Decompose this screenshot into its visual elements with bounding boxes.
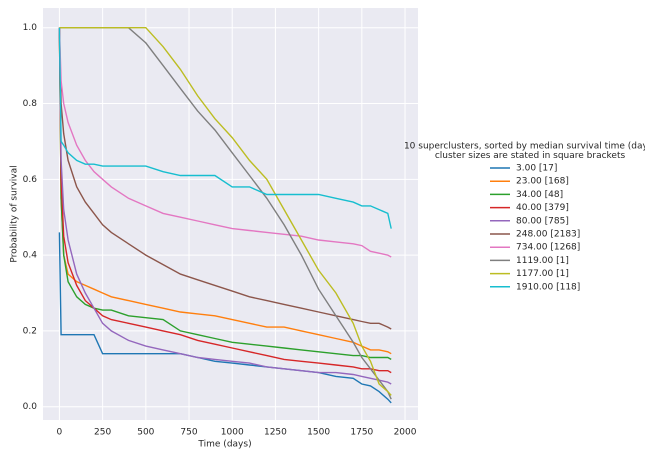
legend-label: 1119.00 [1] — [516, 256, 569, 266]
y-tick-label: 0.6 — [23, 175, 38, 185]
survival-line — [58, 27, 392, 258]
x-tick-label: 250 — [94, 428, 111, 438]
y-tick-label: 0.2 — [23, 326, 37, 336]
survival-line — [58, 232, 392, 404]
legend-label: 248.00 [2183] — [516, 230, 580, 240]
survival-line — [58, 27, 392, 374]
survival-line — [58, 27, 392, 229]
x-axis-label: Time (days) — [197, 440, 251, 450]
x-tick-label: 2000 — [394, 428, 417, 438]
x-tick-label: 1250 — [264, 428, 287, 438]
survival-line — [59, 27, 392, 396]
legend-label: 3.00 [17] — [516, 164, 557, 174]
legend-label: 40.00 [379] — [516, 203, 569, 213]
x-tick-label: 1000 — [221, 428, 244, 438]
y-tick-label: 0.0 — [23, 402, 38, 412]
plot-background — [43, 8, 418, 420]
y-axis-label: Probability of survival — [10, 165, 20, 262]
legend-label: 1910.00 [118] — [516, 282, 580, 292]
x-tick-label: 0 — [57, 428, 63, 438]
x-tick-label: 500 — [137, 428, 154, 438]
x-tick-label: 1750 — [350, 428, 373, 438]
legend-title: 10 superclusters, sorted by median survi… — [404, 142, 645, 152]
x-tick-label: 750 — [180, 428, 197, 438]
x-tick-label: 1500 — [307, 428, 330, 438]
y-tick-label: 0.8 — [23, 99, 38, 109]
legend-label: 1177.00 [1] — [516, 269, 569, 279]
legend-label: 34.00 [48] — [516, 190, 563, 200]
y-tick-label: 0.4 — [23, 251, 38, 261]
legend-label: 23.00 [168] — [516, 177, 569, 187]
legend-title: cluster sizes are stated in square brack… — [435, 151, 626, 161]
legend-label: 80.00 [785] — [516, 216, 569, 226]
legend-label: 734.00 [1268] — [516, 243, 580, 253]
survival-line — [58, 27, 392, 361]
y-tick-label: 1.0 — [23, 23, 38, 33]
survival-line — [58, 27, 392, 385]
survival-line — [58, 27, 392, 330]
